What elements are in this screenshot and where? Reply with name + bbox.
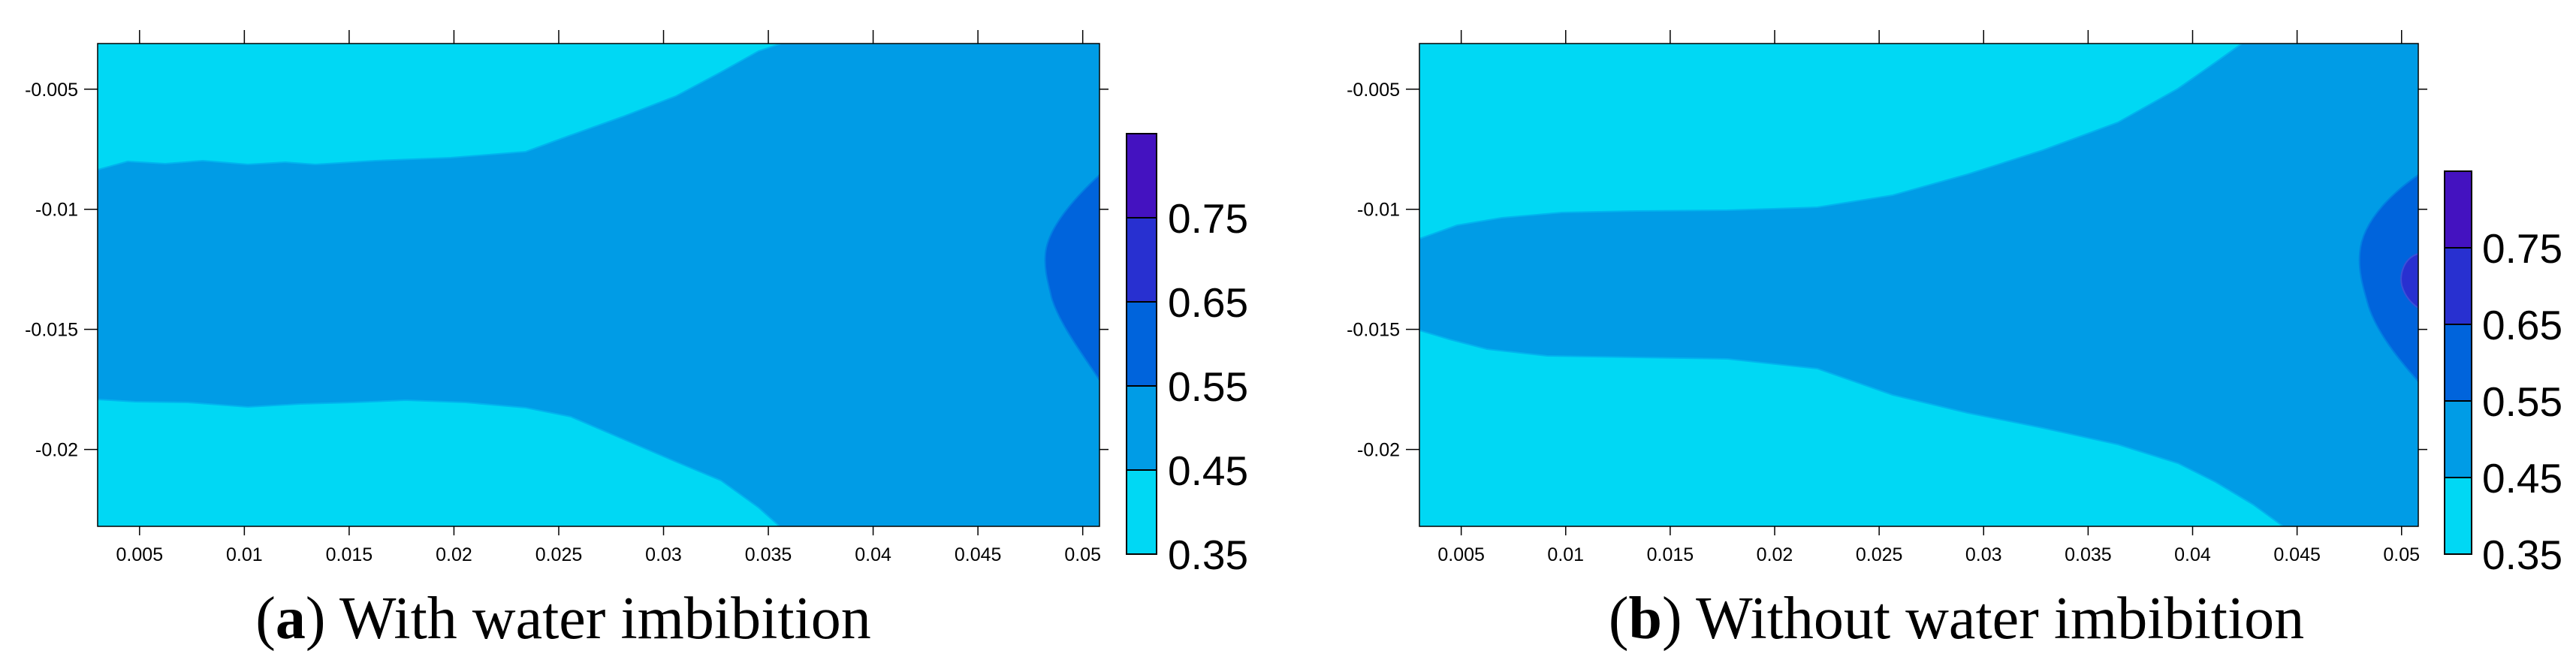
x-tick-label: 0.02 xyxy=(1757,544,1793,565)
y-tick-label: -0.005 xyxy=(25,80,78,101)
panel-b-band-0.45-0.55 xyxy=(1419,44,2418,526)
panel-b-colorbar-label: 0.65 xyxy=(2482,302,2562,348)
colorbar-swatch xyxy=(2445,478,2472,554)
colorbar-frame xyxy=(2444,170,2472,555)
colorbar-swatch xyxy=(1127,218,1157,302)
colorbar-swatch xyxy=(2445,248,2472,324)
colorbar-swatch xyxy=(1127,134,1157,218)
x-tick-label: 0.005 xyxy=(116,544,164,565)
panel-a-plot-frame xyxy=(97,43,1100,527)
panel-b-caption: (b) Without water imbibition xyxy=(1609,586,2304,652)
panel-b-colorbar-label: 0.75 xyxy=(2482,225,2562,272)
y-tick-label: -0.005 xyxy=(1347,80,1400,101)
colorbar-swatch xyxy=(2445,324,2472,401)
x-tick-label: 0.005 xyxy=(1437,544,1485,565)
x-tick-label: 0.045 xyxy=(2273,544,2321,565)
panel-a-y-axis: -0.005 -0.01 -0.015 -0.02 xyxy=(25,80,1109,461)
panel-a-colorbar-label: 0.55 xyxy=(1168,363,1248,410)
x-tick-label: 0.03 xyxy=(645,544,682,565)
y-tick-label: -0.015 xyxy=(25,320,78,341)
y-tick-label: -0.02 xyxy=(35,440,78,461)
x-tick-label: 0.01 xyxy=(1547,544,1584,565)
colorbar-swatch xyxy=(1127,386,1157,470)
x-tick-label: 0.01 xyxy=(226,544,263,565)
colorbar-swatch xyxy=(2445,171,2472,248)
panel-a-band-0.45-0.55 xyxy=(98,44,1099,526)
panel-b-colorbar-label: 0.55 xyxy=(2482,378,2562,425)
y-tick-label: -0.015 xyxy=(1347,320,1400,341)
panel-a-colorbar-label: 0.65 xyxy=(1168,279,1248,326)
y-tick-label: -0.02 xyxy=(1357,440,1400,461)
x-tick-label: 0.04 xyxy=(855,544,891,565)
panel-a-caption-text: With water imbibition xyxy=(339,586,871,652)
colorbar-swatch xyxy=(2445,401,2472,478)
panel-b-contour-fills xyxy=(1419,44,2418,526)
panel-b-caption-letter: b xyxy=(1628,586,1662,652)
y-tick-label: -0.01 xyxy=(1357,200,1400,221)
x-tick-label: 0.035 xyxy=(745,544,792,565)
panel-b-band-0.55-0.65 xyxy=(2358,173,2418,383)
panel-b-caption-text: Without water imbibition xyxy=(1696,586,2304,652)
panel-b-colorbar xyxy=(2444,170,2472,555)
panel-b: 0.005 0.01 0.015 0.02 0.025 0.03 0.035 0.04 0.04… xyxy=(1347,30,2562,652)
panel-a-x-axis: 0.005 0.01 0.015 0.02 0.025 0.03 0.035 0.04 0.04… xyxy=(116,30,1101,565)
panel-a-caption: (a) With water imbibition xyxy=(255,586,871,652)
x-tick-label: 0.04 xyxy=(2174,544,2211,565)
panel-a-colorbar-label: 0.75 xyxy=(1168,195,1248,242)
panel-a-colorbar-label: 0.35 xyxy=(1168,532,1248,578)
panel-b-colorbar-label: 0.45 xyxy=(2482,455,2562,502)
panel-b-x-axis: 0.005 0.01 0.015 0.02 0.025 0.03 0.035 0.04 0.04… xyxy=(1437,30,2420,565)
colorbar-frame xyxy=(1126,133,1157,555)
x-tick-label: 0.03 xyxy=(1965,544,2002,565)
colorbar-swatch xyxy=(1127,470,1157,554)
x-tick-label: 0.05 xyxy=(1064,544,1101,565)
x-tick-label: 0.035 xyxy=(2065,544,2112,565)
x-tick-label: 0.025 xyxy=(535,544,583,565)
y-tick-label: -0.01 xyxy=(35,200,78,221)
x-tick-label: 0.05 xyxy=(2383,544,2420,565)
x-tick-label: 0.015 xyxy=(326,544,373,565)
panel-a-band-0.55-0.65 xyxy=(1044,173,1099,381)
panel-b-band-0.65-0.75 xyxy=(2400,252,2418,309)
x-tick-label: 0.045 xyxy=(955,544,1002,565)
x-tick-label: 0.015 xyxy=(1647,544,1694,565)
colorbar-swatch xyxy=(1127,302,1157,386)
panel-a-colorbar-label: 0.45 xyxy=(1168,447,1248,494)
panel-b-colorbar-label: 0.35 xyxy=(2482,532,2562,578)
panel-b-y-axis: -0.005 -0.01 -0.015 -0.02 xyxy=(1347,80,2427,461)
panel-a: 0.005 0.01 0.015 0.02 0.025 0.03 0.035 0.04 0.04… xyxy=(25,30,1248,652)
x-tick-label: 0.025 xyxy=(1856,544,1903,565)
panel-b-plot-frame xyxy=(1419,43,2419,527)
panel-a-caption-letter: a xyxy=(276,586,306,652)
panel-a-contour-fills xyxy=(98,44,1099,526)
x-tick-label: 0.02 xyxy=(436,544,472,565)
panel-a-colorbar xyxy=(1126,133,1157,555)
